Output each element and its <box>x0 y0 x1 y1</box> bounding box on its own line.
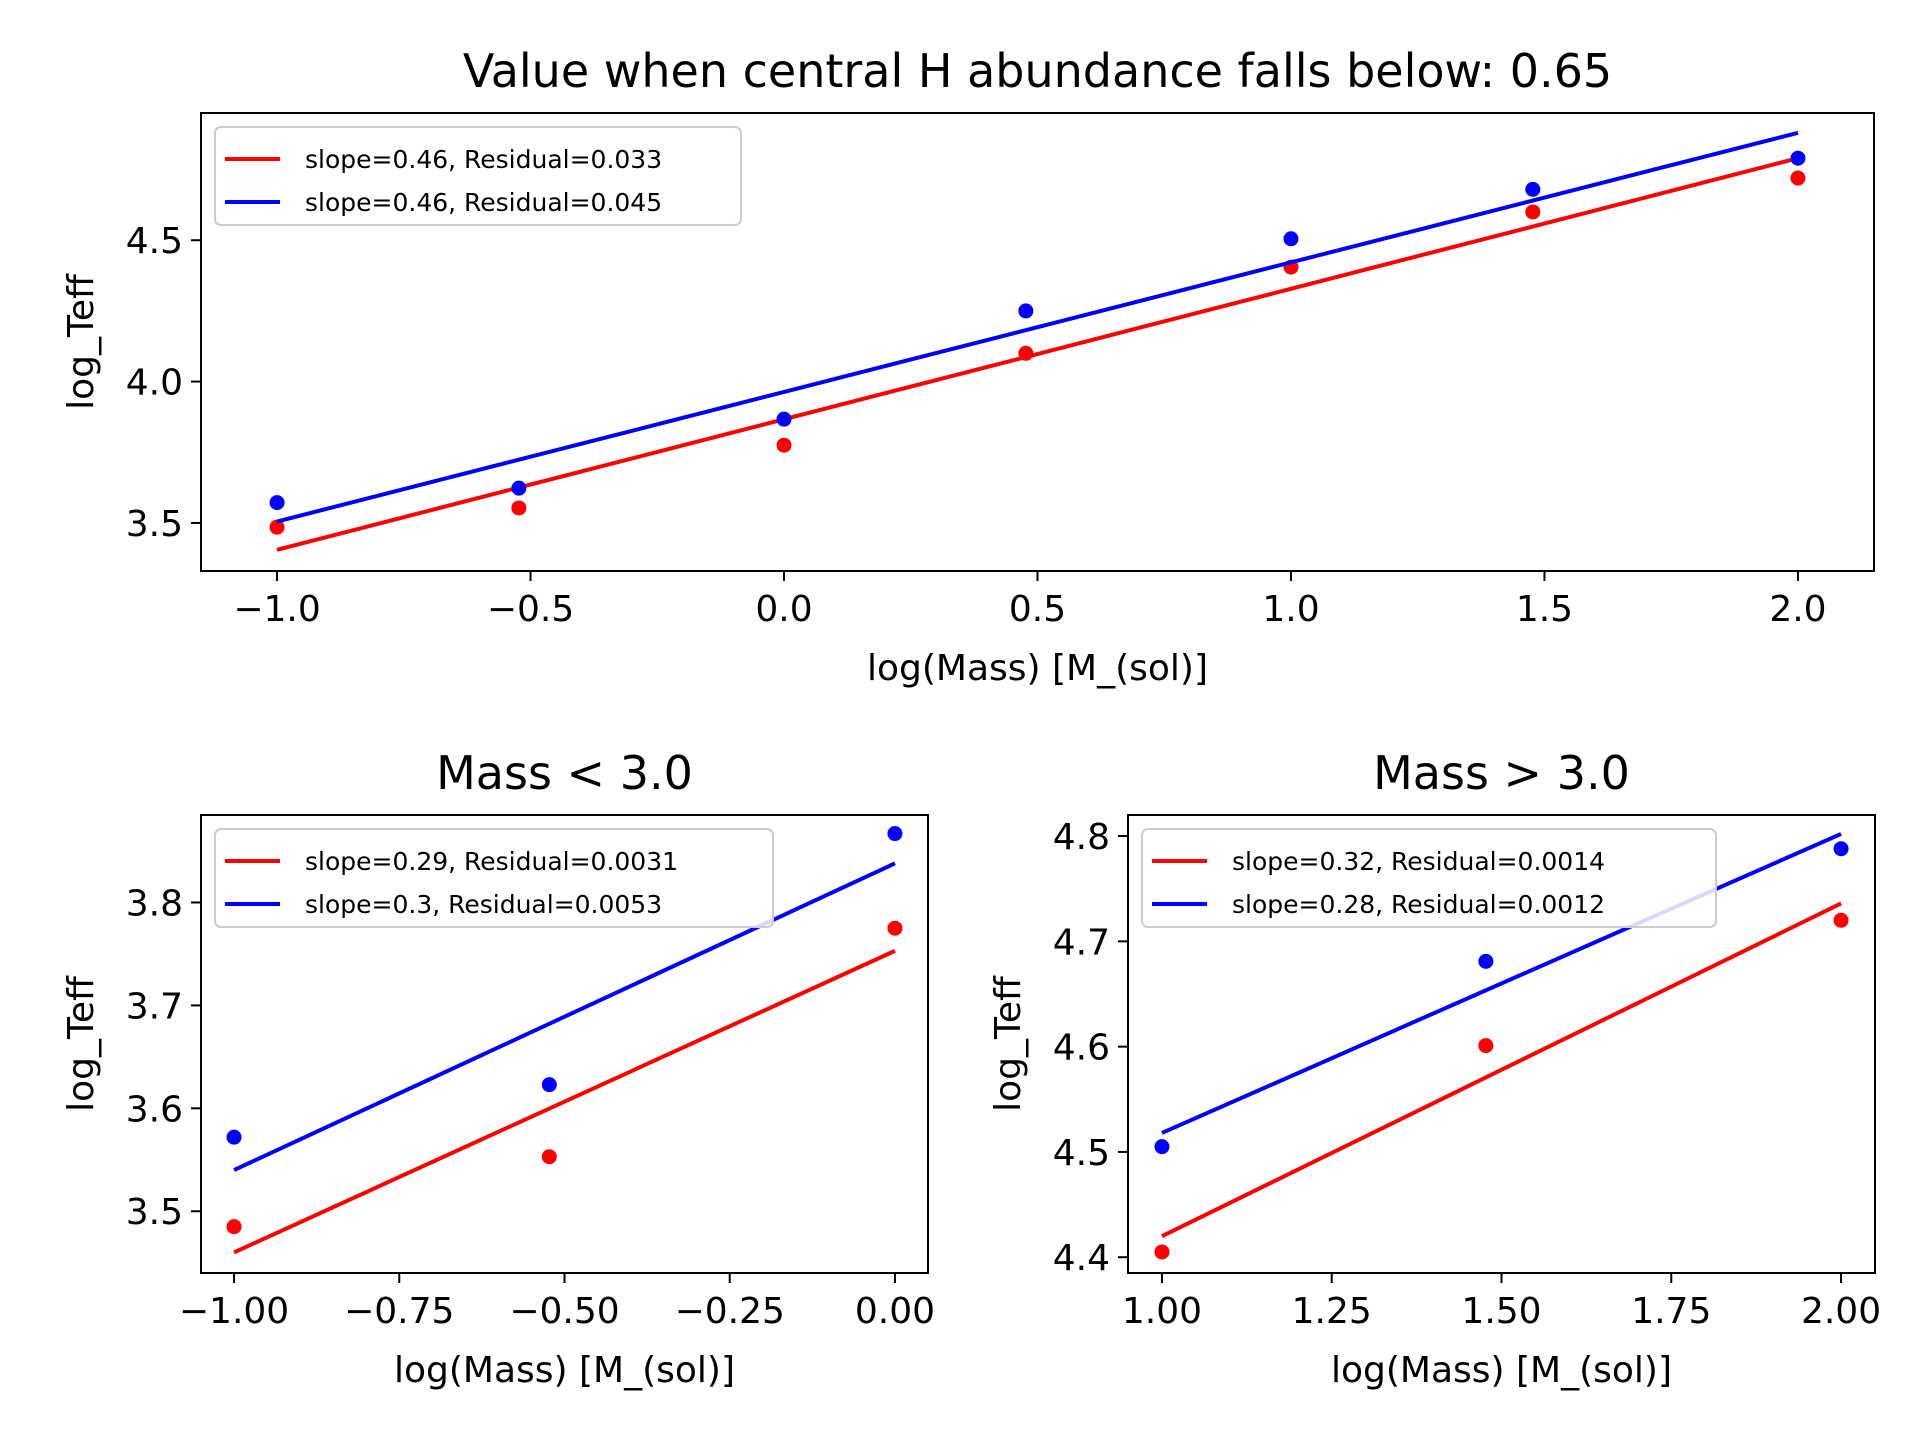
x-axis-label: log(Mass) [M_(sol)] <box>867 648 1208 689</box>
data-point-blue <box>1283 231 1299 247</box>
x-tick-label: 1.25 <box>1292 1291 1372 1332</box>
y-axis-label: log_Teff <box>988 975 1029 1112</box>
data-point-red <box>1154 1244 1170 1260</box>
data-point-blue <box>1154 1139 1170 1155</box>
data-point-red <box>1525 204 1541 220</box>
data-point-blue <box>269 495 285 511</box>
data-point-red <box>1790 170 1806 186</box>
x-tick-label: −1.00 <box>179 1291 289 1332</box>
fit-line-red <box>1161 901 1842 1238</box>
fit-line-blue <box>233 861 896 1172</box>
x-tick-label: 0.00 <box>855 1291 935 1332</box>
data-point-red <box>1833 912 1849 928</box>
chart-title: Mass > 3.0 <box>1373 746 1630 800</box>
x-tick-label: −1.0 <box>233 589 320 630</box>
data-point-blue <box>1790 150 1806 166</box>
plot-mass-above-3: Mass > 3.0 1.00 1.25 1.50 1.75 2.00 4.4 4.5 4.6 4… <box>988 746 1881 1391</box>
data-point-blue <box>541 1077 557 1093</box>
data-point-red <box>887 920 903 936</box>
fit-line-blue <box>1161 832 1842 1135</box>
y-tick-label: 3.5 <box>126 1192 183 1233</box>
legend-box <box>214 828 774 928</box>
x-tick-label: −0.75 <box>344 1291 454 1332</box>
legend-box <box>214 126 742 226</box>
data-point-blue <box>887 826 903 842</box>
x-tick-label: 1.00 <box>1122 1291 1202 1332</box>
legend-entry: slope=0.3, Residual=0.0053 <box>305 890 662 919</box>
legend-entry: slope=0.46, Residual=0.045 <box>305 188 662 217</box>
data-point-blue <box>776 411 792 427</box>
x-tick-label: 1.5 <box>1516 589 1573 630</box>
plot-main: Value when central H abundance falls bel… <box>61 44 1875 689</box>
data-point-blue <box>1525 181 1541 197</box>
legend-entry: slope=0.29, Residual=0.0031 <box>305 847 678 876</box>
y-axis-label: log_Teff <box>61 975 102 1112</box>
data-point-blue <box>511 480 527 496</box>
x-tick-label: 1.0 <box>1262 589 1319 630</box>
x-tick-label: 0.0 <box>755 589 812 630</box>
data-point-red <box>269 519 285 535</box>
chart-title: Value when central H abundance falls bel… <box>463 44 1612 98</box>
chart-title: Mass < 3.0 <box>436 746 693 800</box>
y-tick-label: 4.8 <box>1053 817 1110 858</box>
data-point-blue <box>226 1129 242 1145</box>
x-tick-label: 0.5 <box>1009 589 1066 630</box>
legend-entry: slope=0.32, Residual=0.0014 <box>1232 847 1605 876</box>
x-tick-label: −0.50 <box>509 1291 619 1332</box>
fit-line-red <box>233 949 896 1255</box>
data-point-red <box>776 437 792 453</box>
y-tick-label: 4.7 <box>1053 922 1110 963</box>
y-tick-label: 3.6 <box>126 1089 183 1130</box>
y-tick-label: 4.4 <box>1053 1238 1110 1279</box>
data-point-blue <box>1833 841 1849 857</box>
data-point-blue <box>1018 303 1034 319</box>
fit-line-blue <box>276 130 1799 524</box>
y-axis-label: log_Teff <box>61 273 102 410</box>
y-tick-label: 4.5 <box>126 221 183 262</box>
y-tick-label: 3.7 <box>126 986 183 1027</box>
plot-mass-below-3: Mass < 3.0 −1.00 −0.75 −0.50 −0.25 0.00 3.5 3.6… <box>61 746 935 1391</box>
x-tick-label: −0.25 <box>675 1291 785 1332</box>
y-tick-label: 3.8 <box>126 883 183 924</box>
y-tick-label: 4.0 <box>126 363 183 404</box>
legend-box <box>1141 828 1717 928</box>
legend-entry: slope=0.28, Residual=0.0012 <box>1232 890 1605 919</box>
data-point-blue <box>1478 953 1494 969</box>
y-tick-label: 4.6 <box>1053 1028 1110 1069</box>
x-axis-label: log(Mass) [M_(sol)] <box>394 1350 735 1391</box>
fit-line-red <box>276 156 1799 552</box>
x-axis-label: log(Mass) [M_(sol)] <box>1331 1350 1672 1391</box>
x-tick-label: 2.00 <box>1801 1291 1881 1332</box>
x-tick-label: 2.0 <box>1769 589 1826 630</box>
legend-entry: slope=0.46, Residual=0.033 <box>305 145 662 174</box>
data-point-red <box>511 500 527 516</box>
y-tick-label: 4.5 <box>1053 1133 1110 1174</box>
data-point-red <box>541 1149 557 1165</box>
x-tick-label: 1.50 <box>1461 1291 1541 1332</box>
y-tick-label: 3.5 <box>126 504 183 545</box>
data-point-red <box>1478 1038 1494 1054</box>
x-tick-label: −0.5 <box>487 589 574 630</box>
data-point-red <box>1018 345 1034 361</box>
data-point-red <box>226 1219 242 1235</box>
x-tick-label: 1.75 <box>1631 1291 1711 1332</box>
